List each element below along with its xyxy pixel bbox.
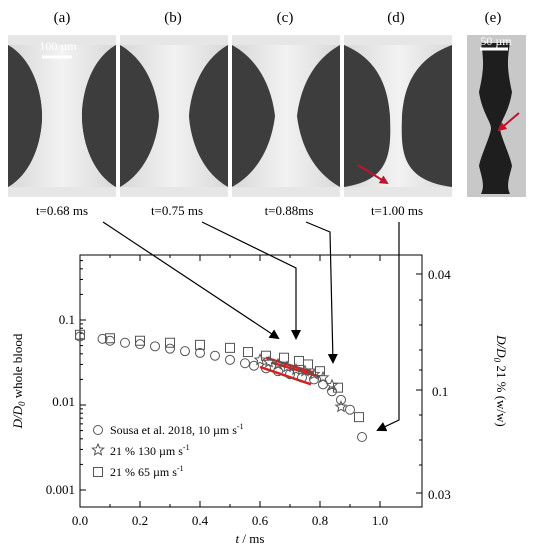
data-point-square	[135, 335, 145, 346]
legend-label-1: Sousa et al. 2018, 10 µm s-1	[110, 422, 244, 437]
legend-marker-star	[91, 442, 105, 456]
annotation-arrow-1	[201, 221, 301, 340]
data-point-star	[289, 362, 303, 376]
tick-marks	[79, 255, 422, 507]
data-point-square	[165, 337, 175, 348]
data-point-square	[225, 342, 235, 353]
data-point-square	[75, 329, 85, 340]
legend-marker-circle	[93, 425, 103, 435]
time-label-c: t=0.88ms	[265, 203, 314, 218]
y-tick-labels-left: 0.001 0.01 0.1	[46, 312, 75, 497]
annotation-arrow-2	[305, 221, 338, 364]
data-point-star	[307, 367, 321, 380]
data-point-star	[334, 400, 348, 413]
time-label-a: t=0.68 ms	[36, 203, 88, 218]
data-point-star	[316, 370, 330, 384]
x-tick-labels: 0.0 0.2 0.4 0.6 0.8 1.0	[72, 513, 388, 528]
red-arrow-d	[357, 164, 389, 185]
data-point-square	[279, 352, 289, 363]
data-point-circle	[357, 432, 367, 443]
y-left-tick-0: 0.001	[46, 482, 75, 497]
x-axis-title: t / ms	[236, 531, 265, 546]
annotation-arrow-0	[102, 221, 280, 340]
data-point-circle	[97, 333, 108, 344]
data-point-circle	[120, 337, 130, 348]
data-markers	[75, 329, 367, 443]
y-axis-title-right: D/D0 21 % (w/w)	[492, 334, 509, 427]
scale-bar-a-label: 100 µm	[39, 39, 77, 53]
y-tick-labels-right: 0.04 0.1 0.03	[428, 267, 451, 502]
legend: Sousa et al. 2018, 10 µm s-1 21 % 130 µm…	[91, 422, 244, 479]
x-tick-4: 0.8	[312, 513, 328, 528]
y-right-tick-1: 0.1	[432, 384, 448, 399]
y-left-tick-1: 0.01	[52, 394, 75, 409]
data-point-square	[243, 347, 253, 358]
data-point-circle	[210, 350, 220, 361]
data-point-square	[333, 382, 343, 393]
x-tick-0: 0.0	[72, 513, 88, 528]
data-point-star	[280, 360, 294, 373]
data-point-circle	[345, 404, 355, 415]
micrograph-e: 50 µm	[467, 34, 526, 197]
data-point-circle	[336, 394, 346, 405]
red-arrow-e	[497, 112, 520, 132]
y-right-tick-0: 0.04	[428, 267, 451, 282]
x-tick-5: 1.0	[372, 513, 388, 528]
data-point-square	[261, 350, 271, 361]
data-point-square	[315, 366, 325, 377]
data-point-circle	[165, 343, 175, 354]
y-right-tick-2: 0.03	[428, 487, 451, 502]
time-label-b: t=0.75 ms	[151, 203, 203, 218]
data-point-square	[303, 359, 313, 370]
panel-label-b: (b)	[164, 10, 182, 26]
data-point-square	[105, 333, 115, 344]
panel-label-a: (a)	[54, 10, 71, 26]
micrograph-b	[120, 35, 228, 197]
legend-marker-square	[93, 467, 103, 477]
data-point-circle	[225, 354, 235, 365]
data-point-square	[195, 339, 205, 350]
data-point-star	[253, 353, 267, 366]
annotation-arrows	[102, 221, 400, 432]
data-point-circle	[309, 374, 319, 385]
data-point-circle	[195, 347, 205, 358]
micrograph-a: 100 µm	[8, 35, 116, 197]
plot-frame	[79, 254, 423, 508]
x-tick-2: 0.4	[192, 513, 209, 528]
legend-label-2: 21 % 130 µm s-1	[110, 443, 190, 458]
scale-bar-e-label: 50 µm	[480, 34, 512, 48]
data-point-circle	[135, 339, 145, 350]
data-point-circle	[327, 386, 337, 397]
panel-label-e: (e)	[485, 10, 502, 26]
data-point-circle	[240, 358, 250, 369]
panel-label-d: (d)	[387, 10, 405, 26]
legend-label-3: 21 % 65 µm s-1	[110, 464, 184, 479]
micrograph-d	[344, 35, 452, 197]
data-point-square	[354, 412, 364, 423]
x-tick-3: 0.6	[252, 513, 269, 528]
data-point-circle	[249, 360, 259, 371]
y-axis-title-left: D/D0 whole blood	[10, 333, 27, 429]
data-point-circle	[150, 341, 160, 352]
panel-label-c: (c)	[277, 10, 294, 26]
data-point-circle	[180, 346, 190, 357]
y-left-tick-2: 0.1	[59, 312, 75, 327]
annotation-arrow-3	[376, 222, 400, 432]
x-tick-1: 0.2	[132, 513, 148, 528]
micrograph-c	[232, 35, 340, 197]
time-label-d: t=1.00 ms	[371, 203, 423, 218]
